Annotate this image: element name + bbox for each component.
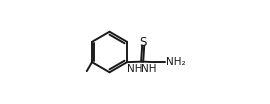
Text: NH₂: NH₂ xyxy=(166,57,185,67)
Text: S: S xyxy=(140,36,147,49)
Text: NH: NH xyxy=(141,64,156,74)
Text: NH: NH xyxy=(127,64,142,74)
